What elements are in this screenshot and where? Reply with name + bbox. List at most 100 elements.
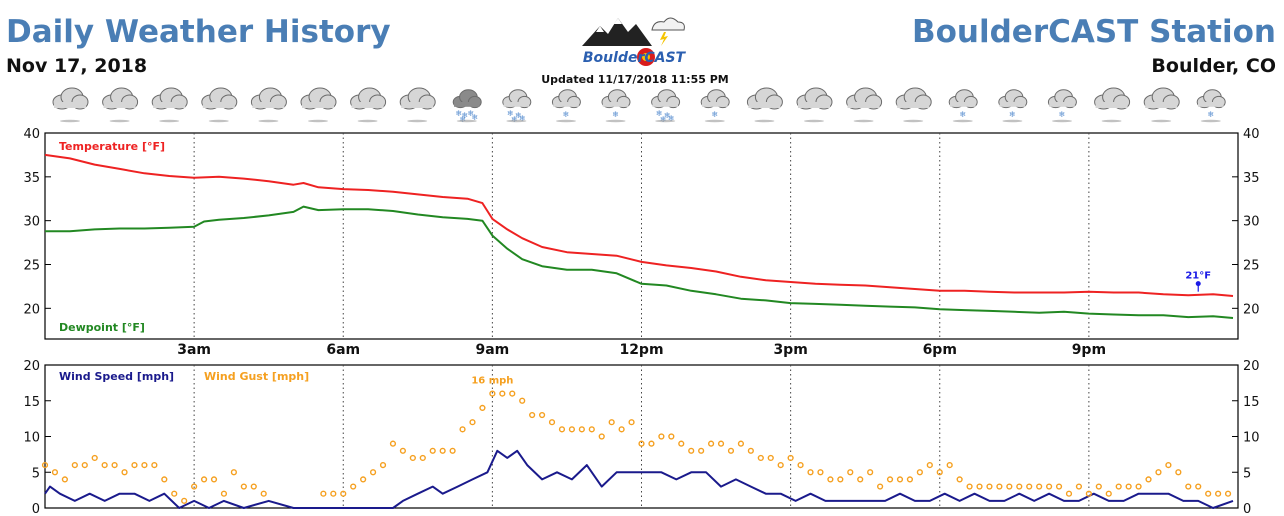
icon-shadow [1052, 119, 1072, 123]
gust-point [1055, 483, 1063, 490]
gust-point [1135, 483, 1142, 490]
gust-point [886, 476, 894, 483]
cloudy-icon [151, 87, 188, 110]
gust-point [996, 483, 1003, 490]
svg-text:❄: ❄ [461, 111, 468, 120]
gust-point [638, 440, 645, 447]
gust-point [1016, 483, 1023, 490]
snow-light-icon: ❄ [601, 89, 631, 119]
svg-text:❄: ❄ [612, 110, 619, 119]
gust-point [41, 462, 49, 469]
gust-point [896, 476, 904, 483]
cloudy-icon [796, 87, 833, 110]
snow-light-icon: ❄ [1196, 89, 1226, 119]
gust-point [548, 419, 556, 426]
gust-point [1105, 490, 1112, 497]
gust-point [449, 447, 456, 454]
gust-point [1145, 476, 1152, 483]
svg-text:❄: ❄ [660, 115, 667, 124]
snow-icon: ❄ ❄❄ ❄ [651, 89, 681, 124]
gust-point [807, 469, 814, 476]
gust-point [519, 397, 526, 404]
gust-point [161, 476, 168, 483]
y-tick-label: 0 [32, 502, 40, 516]
gust-point [986, 483, 993, 490]
gust-point [558, 426, 566, 433]
x-tick-label: 9pm [1072, 342, 1106, 358]
dewpoint-label: Dewpoint [°F] [59, 321, 145, 334]
gust-point [141, 462, 148, 469]
gust-point [906, 476, 914, 483]
gust-point [1075, 483, 1083, 490]
gust-point [1185, 483, 1192, 490]
y-tick-label: 25 [23, 258, 40, 273]
icon-shadow [1200, 119, 1221, 123]
gust-point [389, 440, 397, 447]
gust-point [757, 454, 764, 462]
gust-point [489, 390, 496, 397]
y-tick-label: 0 [1243, 502, 1251, 516]
gust-point [1026, 483, 1033, 490]
gust-point [668, 433, 675, 440]
svg-text:❄: ❄ [711, 110, 718, 119]
icon-shadow [357, 119, 378, 123]
gust-point [1125, 483, 1132, 490]
gust-point [499, 390, 506, 397]
wind-gust-label: Wind Gust [mph] [204, 370, 309, 383]
gust-point [568, 426, 576, 433]
y-tick-label: 25 [1243, 258, 1260, 273]
snow-light-icon: ❄ [998, 89, 1028, 119]
cloudy-icon [746, 87, 783, 110]
gust-point [469, 419, 476, 426]
logo-text: BoulderCAST [583, 50, 687, 66]
icon-shadow [506, 119, 527, 123]
svg-text:❄: ❄ [507, 109, 514, 118]
cloudy-icon [300, 87, 337, 110]
gust-point [608, 419, 615, 426]
gust-point [678, 440, 685, 447]
icon-shadow [1101, 119, 1122, 123]
gust-point [200, 476, 208, 483]
gust-point [598, 433, 605, 440]
date-label: Nov 17, 2018 [6, 55, 147, 77]
gust-point [1095, 483, 1102, 490]
x-tick-label: 3pm [773, 342, 807, 358]
gust-point [419, 454, 426, 462]
wind-gust-series [41, 390, 1232, 504]
gust-point [727, 447, 735, 454]
gust-point [538, 411, 546, 419]
cloudy-icon [102, 87, 139, 110]
svg-text:❄: ❄ [664, 111, 671, 120]
bouldercast-logo: BoulderCAST [580, 17, 688, 66]
icon-shadow [952, 119, 973, 123]
gust-point [220, 490, 228, 497]
gust-point [717, 440, 725, 447]
icon-shadow [605, 119, 626, 123]
gust-point [1046, 483, 1053, 490]
gust-point [787, 454, 794, 462]
cloudy-icon [1143, 87, 1180, 110]
icon-shadow [208, 119, 229, 123]
gust-point [1205, 490, 1212, 497]
gust-point [459, 426, 466, 433]
gust-point [956, 476, 963, 483]
svg-text:❄: ❄ [563, 110, 570, 119]
gust-point [698, 447, 705, 454]
y-tick-label: 35 [1243, 171, 1260, 186]
cloudy-icon [201, 87, 238, 110]
gust-point [688, 447, 695, 454]
icon-shadow [109, 119, 130, 123]
cloudy-icon [846, 87, 883, 110]
cloudy-icon [399, 87, 436, 110]
gust-point [817, 469, 824, 476]
min-marker-dot [1195, 281, 1201, 287]
gust-point [330, 490, 337, 497]
cloudy-icon [350, 87, 387, 110]
gust-point [479, 404, 486, 412]
updated-timestamp: Updated 11/17/2018 11:55 PM [541, 73, 728, 86]
gust-point [409, 454, 416, 462]
gust-point [648, 440, 655, 447]
gust-point [1165, 462, 1172, 469]
gust-point [250, 483, 257, 490]
svg-text:❄: ❄ [515, 111, 522, 120]
